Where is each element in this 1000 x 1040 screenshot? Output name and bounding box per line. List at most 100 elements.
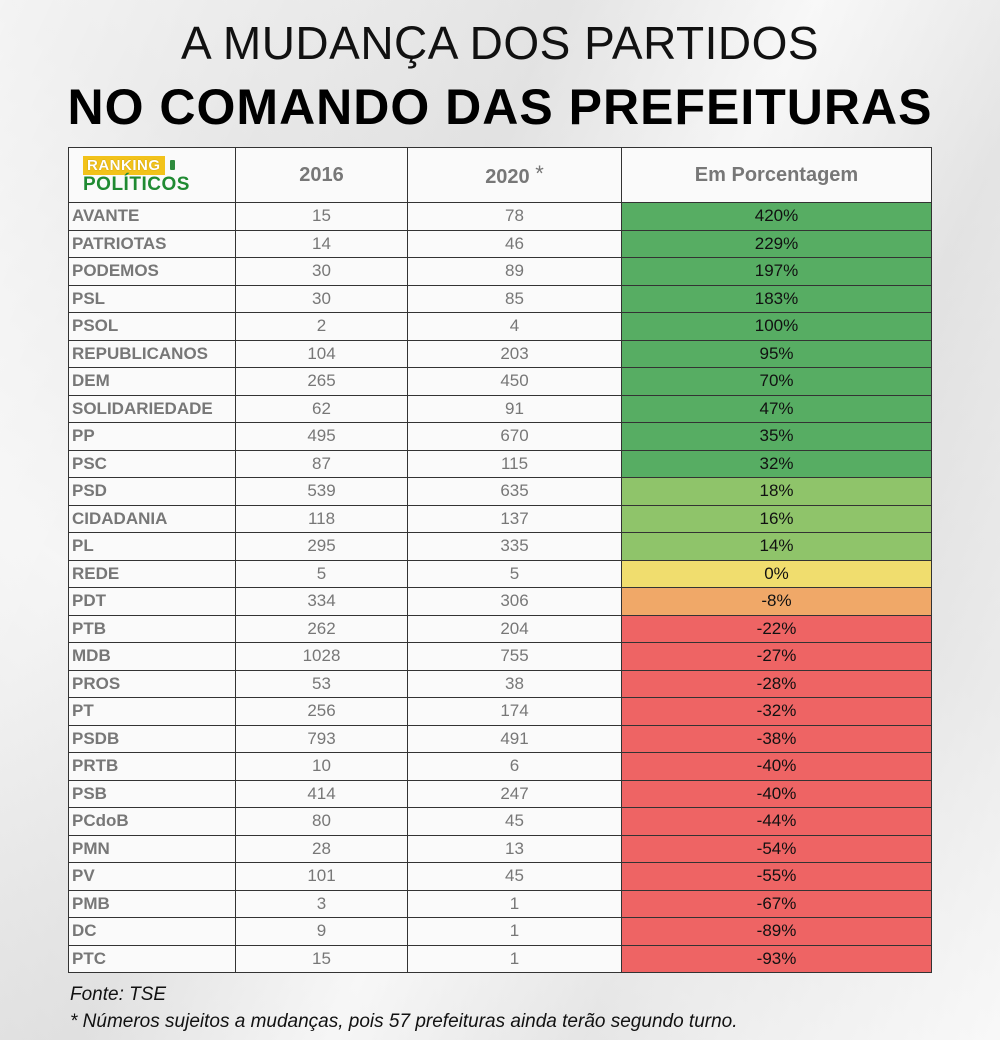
value-2020: 1 (407, 889, 622, 918)
percentage-change: 197% (621, 257, 932, 286)
percentage-change: -67% (621, 889, 932, 918)
logo-ranking-text: RANKING (83, 156, 165, 175)
party-name: PSDB (68, 724, 236, 753)
party-name: PODEMOS (68, 257, 236, 286)
percentage-change: 18% (621, 477, 932, 506)
table-row: REDE 5 5 0% (68, 559, 932, 588)
percentage-change: -55% (621, 862, 932, 891)
value-2016: 104 (235, 339, 408, 368)
ranking-politicos-logo: RANKING POLÍTICOS (68, 147, 236, 203)
party-name: PSL (68, 284, 236, 313)
table-row: REPUBLICANOS 104 203 95% (68, 339, 932, 368)
party-name: PSC (68, 449, 236, 478)
table-row: DEM 265 450 70% (68, 367, 932, 396)
column-header-percentage: Em Porcentagem (621, 147, 932, 203)
value-2020: 45 (407, 807, 622, 836)
party-name: PV (68, 862, 236, 891)
party-name: AVANTE (68, 202, 236, 231)
column-header-2020-asterisk: * (535, 160, 544, 186)
value-2020: 115 (407, 449, 622, 478)
value-2016: 62 (235, 394, 408, 423)
value-2016: 256 (235, 697, 408, 726)
table-row: CIDADANIA 118 137 16% (68, 504, 932, 533)
value-2016: 53 (235, 669, 408, 698)
table-row: PCdoB 80 45 -44% (68, 807, 932, 836)
table-row: PL 295 335 14% (68, 532, 932, 561)
value-2020: 635 (407, 477, 622, 506)
value-2016: 87 (235, 449, 408, 478)
party-name: PMN (68, 834, 236, 863)
party-name: PSB (68, 779, 236, 808)
percentage-change: 229% (621, 229, 932, 258)
logo-politicos-text: POLÍTICOS (83, 174, 190, 195)
party-name: PTC (68, 944, 236, 973)
title-line-1: A MUDANÇA DOS PARTIDOS (180, 17, 820, 69)
table-row: PMN 28 13 -54% (68, 834, 932, 863)
party-name: PATRIOTAS (68, 229, 236, 258)
ranking-table: RANKING POLÍTICOS 2016 2020 * Em Porcent… (68, 147, 932, 973)
value-2016: 30 (235, 284, 408, 313)
percentage-change: -27% (621, 642, 932, 671)
value-2016: 495 (235, 422, 408, 451)
value-2020: 670 (407, 422, 622, 451)
value-2016: 28 (235, 834, 408, 863)
percentage-change: -93% (621, 944, 932, 973)
column-header-2020: 2020 * (407, 147, 622, 203)
table-row: PSL 30 85 183% (68, 284, 932, 313)
percentage-change: -38% (621, 724, 932, 753)
value-2016: 539 (235, 477, 408, 506)
table-row: DC 9 1 -89% (68, 917, 932, 946)
party-name: MDB (68, 642, 236, 671)
percentage-change: -44% (621, 807, 932, 836)
value-2016: 80 (235, 807, 408, 836)
party-name: PT (68, 697, 236, 726)
table-row: PODEMOS 30 89 197% (68, 257, 932, 286)
value-2020: 1 (407, 917, 622, 946)
percentage-change: 47% (621, 394, 932, 423)
value-2016: 2 (235, 312, 408, 341)
value-2020: 247 (407, 779, 622, 808)
table-row: PT 256 174 -32% (68, 697, 932, 726)
percentage-change: 0% (621, 559, 932, 588)
party-name: DC (68, 917, 236, 946)
value-2016: 10 (235, 752, 408, 781)
table-row: PTC 15 1 -93% (68, 944, 932, 973)
table-row: PATRIOTAS 14 46 229% (68, 229, 932, 258)
value-2020: 137 (407, 504, 622, 533)
value-2020: 89 (407, 257, 622, 286)
party-name: PDT (68, 587, 236, 616)
value-2020: 491 (407, 724, 622, 753)
column-header-percentage-label: Em Porcentagem (694, 164, 859, 186)
table-body: AVANTE 15 78 420% PATRIOTAS 14 46 229% PODEMOS 30… (68, 202, 932, 973)
percentage-change: 35% (621, 422, 932, 451)
table-row: PP 495 670 35% (68, 422, 932, 451)
party-name: CIDADANIA (68, 504, 236, 533)
percentage-change: 32% (621, 449, 932, 478)
table-row: PTB 262 204 -22% (68, 614, 932, 643)
party-name: SOLIDARIEDADE (68, 394, 236, 423)
source-note: Fonte: TSE (70, 984, 167, 1005)
value-2020: 1 (407, 944, 622, 973)
value-2016: 14 (235, 229, 408, 258)
title-line-2: NO COMANDO DAS PREFEITURAS (67, 79, 933, 135)
value-2016: 793 (235, 724, 408, 753)
value-2020: 45 (407, 862, 622, 891)
table-row: SOLIDARIEDADE 62 91 47% (68, 394, 932, 423)
value-2016: 101 (235, 862, 408, 891)
value-2020: 335 (407, 532, 622, 561)
value-2016: 414 (235, 779, 408, 808)
value-2020: 91 (407, 394, 622, 423)
table-row: PROS 53 38 -28% (68, 669, 932, 698)
percentage-change: 183% (621, 284, 932, 313)
table-row: PMB 3 1 -67% (68, 889, 932, 918)
value-2020: 13 (407, 834, 622, 863)
value-2020: 46 (407, 229, 622, 258)
party-name: DEM (68, 367, 236, 396)
value-2020: 450 (407, 367, 622, 396)
party-name: PMB (68, 889, 236, 918)
party-name: PROS (68, 669, 236, 698)
percentage-change: -22% (621, 614, 932, 643)
column-header-2016: 2016 (235, 147, 408, 203)
value-2020: 174 (407, 697, 622, 726)
value-2016: 295 (235, 532, 408, 561)
